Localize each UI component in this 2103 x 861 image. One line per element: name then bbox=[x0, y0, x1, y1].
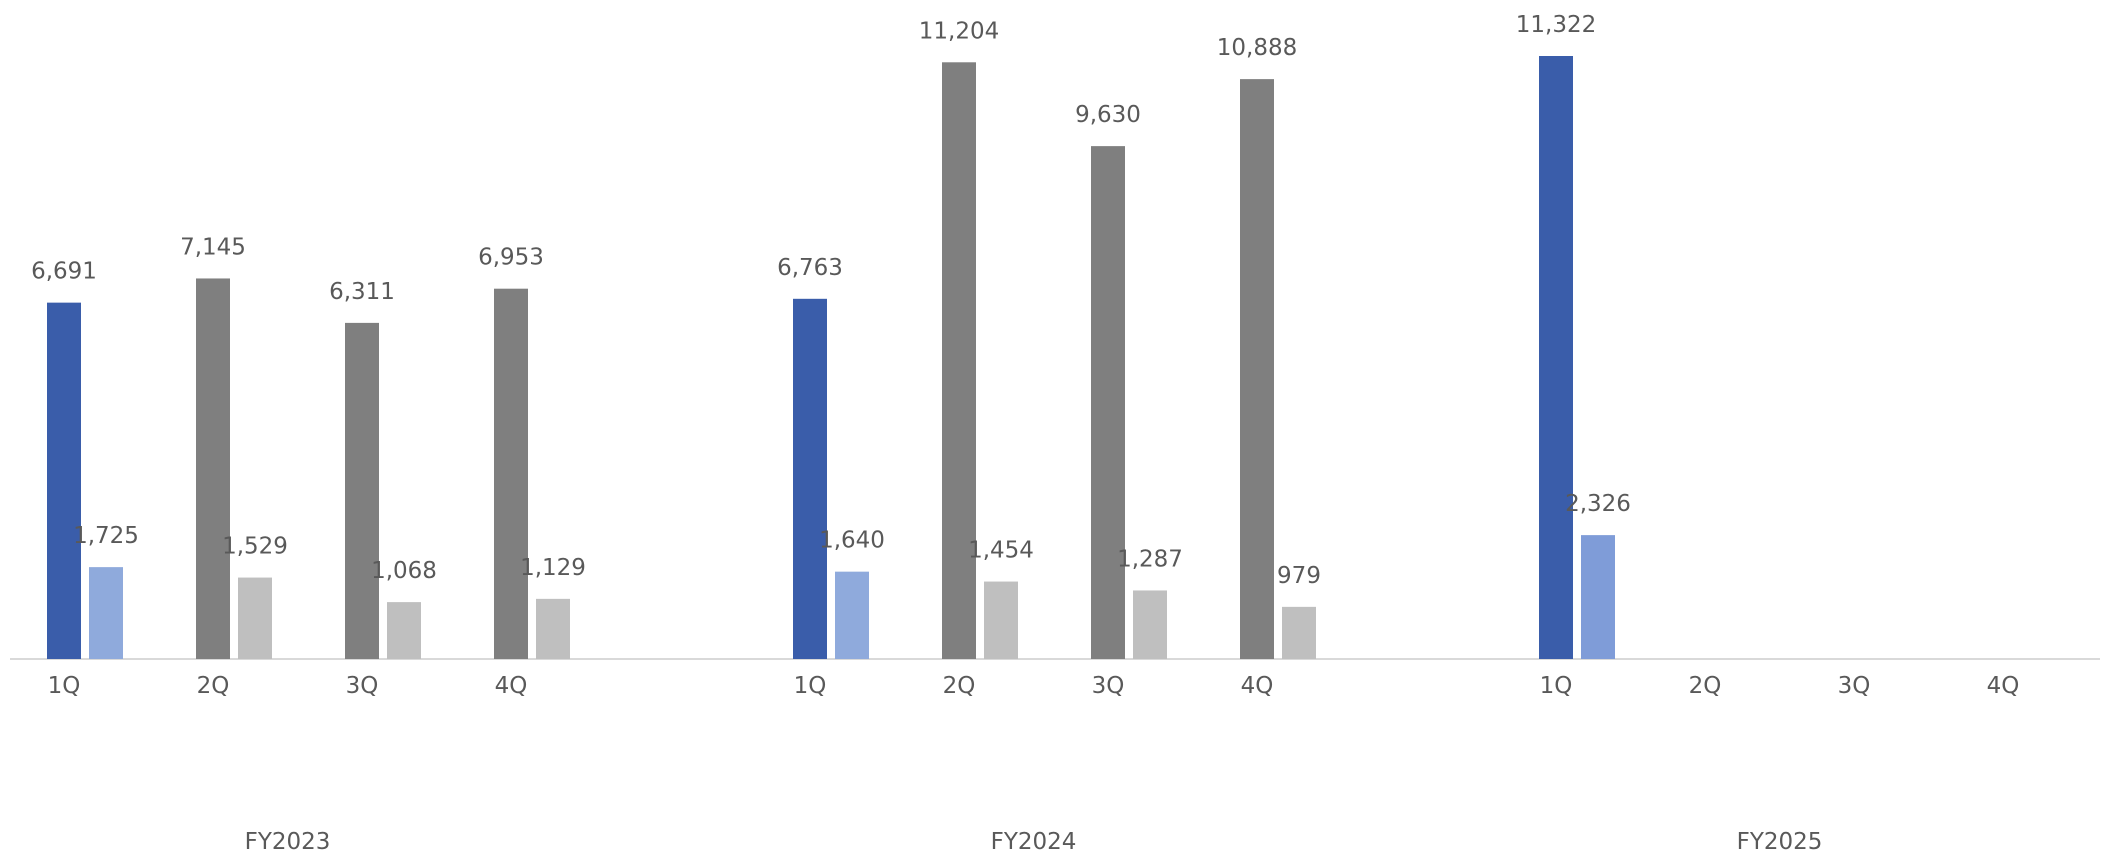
x-tick-label: 4Q bbox=[1987, 673, 2020, 699]
x-tick-label: 2Q bbox=[943, 673, 976, 699]
x-tick-label: 4Q bbox=[1241, 673, 1274, 699]
bar-primary bbox=[1539, 56, 1573, 659]
bar-primary bbox=[793, 298, 827, 659]
data-label-secondary: 1,640 bbox=[819, 528, 885, 554]
data-label-primary: 6,311 bbox=[329, 279, 395, 305]
bar-primary bbox=[494, 288, 528, 659]
data-label-primary: 6,953 bbox=[478, 245, 544, 271]
data-label-secondary: 979 bbox=[1277, 563, 1321, 589]
data-label-secondary: 1,725 bbox=[73, 523, 139, 549]
data-label-primary: 11,204 bbox=[919, 18, 999, 44]
data-label-secondary: 1,287 bbox=[1117, 546, 1183, 572]
x-tick-label: 1Q bbox=[1540, 673, 1573, 699]
bar-secondary bbox=[1133, 590, 1167, 659]
bar-secondary bbox=[984, 581, 1018, 659]
chart-marks: 1Q 6,691 1,725 2Q 7,145 1,529 3Q 6,311 1,068 4Q 6,… bbox=[31, 12, 2019, 855]
bar-primary bbox=[196, 278, 230, 659]
x-group-label: FY2024 bbox=[991, 829, 1077, 855]
data-label-primary: 9,630 bbox=[1075, 102, 1141, 128]
bar-secondary bbox=[238, 577, 272, 659]
x-group-label: FY2025 bbox=[1737, 829, 1823, 855]
x-tick-label: 3Q bbox=[346, 673, 379, 699]
bar-secondary bbox=[1282, 606, 1316, 659]
x-tick-label: 2Q bbox=[1689, 673, 1722, 699]
bar-primary bbox=[942, 62, 976, 659]
data-label-primary: 10,888 bbox=[1217, 35, 1297, 61]
bar-secondary bbox=[835, 571, 869, 659]
bar-secondary bbox=[536, 598, 570, 659]
data-label-primary: 7,145 bbox=[180, 234, 246, 260]
data-label-secondary: 2,326 bbox=[1565, 491, 1631, 517]
data-label-primary: 11,322 bbox=[1516, 12, 1596, 38]
bar-secondary bbox=[387, 602, 421, 659]
x-tick-label: 3Q bbox=[1092, 673, 1125, 699]
data-label-secondary: 1,129 bbox=[520, 555, 586, 581]
data-label-primary: 6,691 bbox=[31, 259, 97, 285]
data-label-secondary: 1,454 bbox=[968, 538, 1034, 564]
bar-primary bbox=[1091, 146, 1125, 659]
x-tick-label: 2Q bbox=[197, 673, 230, 699]
bar-primary bbox=[1240, 79, 1274, 660]
data-label-secondary: 1,529 bbox=[222, 534, 288, 560]
x-tick-label: 1Q bbox=[794, 673, 827, 699]
bar-secondary bbox=[89, 567, 123, 659]
data-label-primary: 6,763 bbox=[777, 255, 843, 281]
bar-primary bbox=[345, 322, 379, 659]
x-tick-label: 4Q bbox=[495, 673, 528, 699]
x-group-label: FY2023 bbox=[245, 829, 331, 855]
bar-secondary bbox=[1581, 535, 1615, 659]
x-tick-label: 1Q bbox=[48, 673, 81, 699]
x-tick-label: 3Q bbox=[1838, 673, 1871, 699]
data-label-secondary: 1,068 bbox=[371, 558, 437, 584]
bar-primary bbox=[47, 302, 81, 659]
